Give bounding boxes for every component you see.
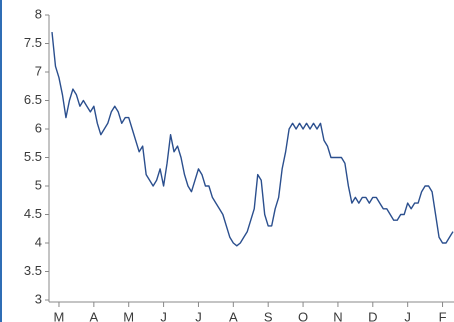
x-tick-label: F	[439, 309, 447, 322]
x-tick-label: O	[298, 309, 308, 322]
line-series	[51, 32, 454, 247]
y-tick-label: 4	[35, 234, 42, 249]
x-tick-label: J	[195, 309, 202, 322]
y-tick-label: 6	[35, 120, 42, 135]
y-tick-label: 5	[35, 177, 42, 192]
x-tick-label: A	[90, 309, 99, 322]
y-tick-label: 7	[35, 63, 42, 78]
x-tick-label: D	[368, 309, 377, 322]
x-tick-label: A	[229, 309, 238, 322]
x-tick-label: S	[264, 309, 273, 322]
y-tick-label: 5.5	[24, 149, 42, 164]
y-tick-label: 8	[35, 6, 42, 21]
y-tick-label: 3	[35, 291, 42, 306]
x-tick-label: M	[123, 309, 134, 322]
x-tick-label: N	[333, 309, 342, 322]
x-tick-label: J	[160, 309, 167, 322]
y-tick-label: 7.5	[24, 35, 42, 50]
x-tick-label: M	[54, 309, 65, 322]
y-tick-label: 3.5	[24, 263, 42, 278]
x-tick-label: J	[404, 309, 411, 322]
frame-edge	[0, 0, 2, 322]
y-tick-label: 6.5	[24, 92, 42, 107]
y-tick-label: 4.5	[24, 206, 42, 221]
